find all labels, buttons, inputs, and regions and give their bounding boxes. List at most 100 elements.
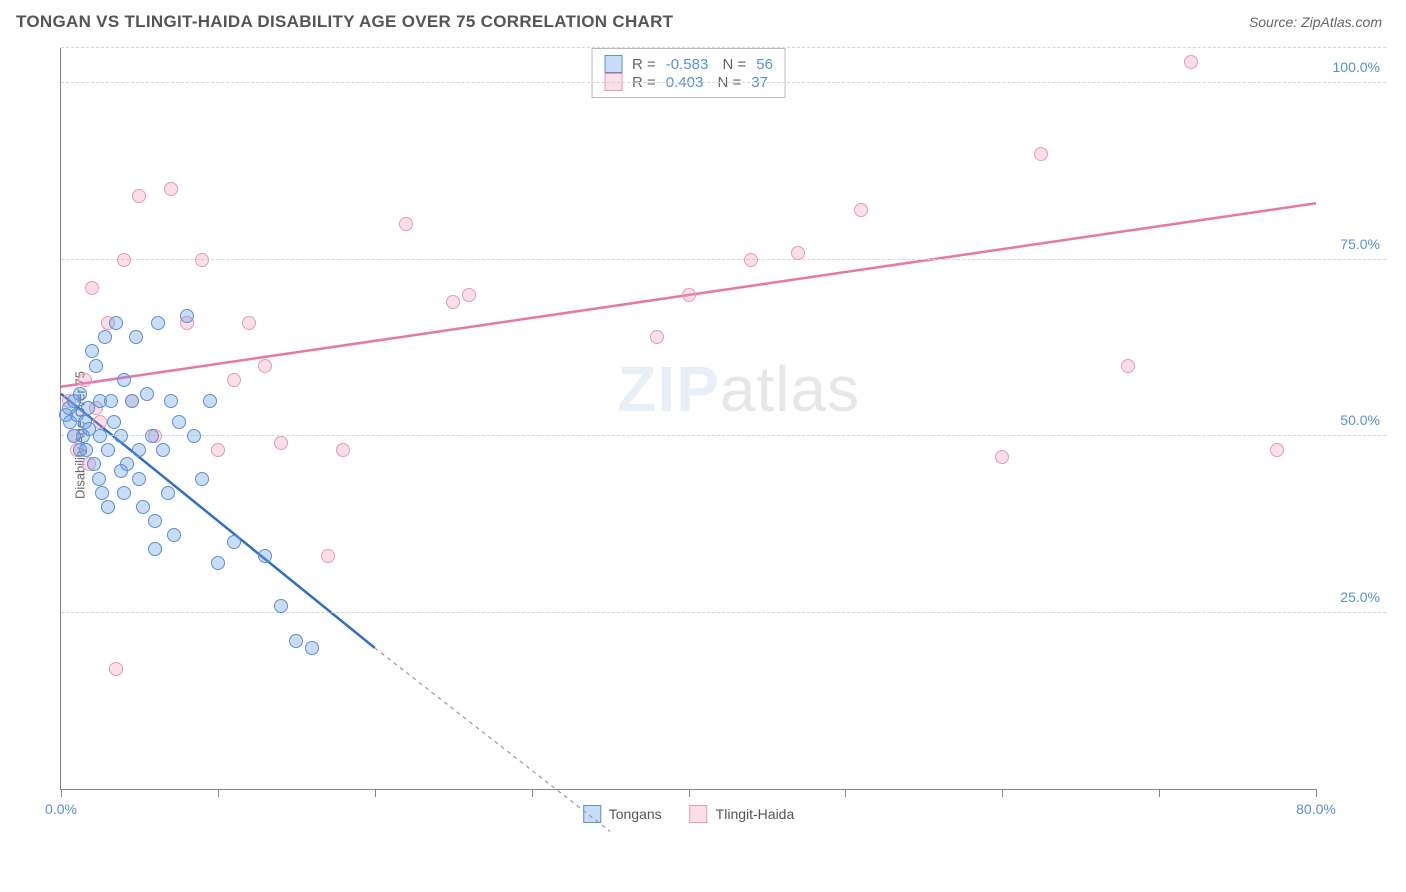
data-point bbox=[114, 429, 128, 443]
swatch-icon bbox=[690, 805, 708, 823]
data-point bbox=[117, 253, 131, 267]
data-point bbox=[161, 486, 175, 500]
data-point bbox=[93, 429, 107, 443]
x-tick bbox=[1316, 789, 1317, 797]
data-point bbox=[85, 281, 99, 295]
data-point bbox=[89, 359, 103, 373]
data-point bbox=[81, 401, 95, 415]
legend-item-tlingit: Tlingit-Haida bbox=[690, 805, 795, 823]
x-tick bbox=[689, 789, 690, 797]
trend-lines bbox=[61, 48, 1316, 789]
data-point bbox=[164, 394, 178, 408]
stat-label: N = bbox=[718, 56, 746, 73]
data-point bbox=[211, 443, 225, 457]
data-point bbox=[85, 344, 99, 358]
data-point bbox=[258, 359, 272, 373]
data-point bbox=[336, 443, 350, 457]
data-point bbox=[117, 373, 131, 387]
data-point bbox=[195, 253, 209, 267]
data-point bbox=[854, 203, 868, 217]
data-point bbox=[791, 246, 805, 260]
y-tick-label: 25.0% bbox=[1340, 589, 1380, 605]
data-point bbox=[164, 182, 178, 196]
data-point bbox=[258, 549, 272, 563]
data-point bbox=[67, 429, 81, 443]
data-point bbox=[101, 443, 115, 457]
data-point bbox=[132, 189, 146, 203]
y-tick-label: 75.0% bbox=[1340, 236, 1380, 252]
data-point bbox=[1184, 55, 1198, 69]
data-point bbox=[95, 486, 109, 500]
stat-n-value: 56 bbox=[756, 56, 773, 73]
data-point bbox=[98, 330, 112, 344]
data-point bbox=[399, 217, 413, 231]
gridline bbox=[61, 82, 1386, 83]
bottom-legend: Tongans Tlingit-Haida bbox=[583, 805, 795, 823]
data-point bbox=[744, 253, 758, 267]
data-point bbox=[195, 472, 209, 486]
data-point bbox=[129, 330, 143, 344]
y-tick-label: 50.0% bbox=[1340, 412, 1380, 428]
x-tick bbox=[532, 789, 533, 797]
data-point bbox=[289, 634, 303, 648]
legend-item-tongans: Tongans bbox=[583, 805, 662, 823]
data-point bbox=[446, 295, 460, 309]
x-tick bbox=[1002, 789, 1003, 797]
data-point bbox=[104, 394, 118, 408]
data-point bbox=[132, 472, 146, 486]
x-tick-label: 0.0% bbox=[45, 801, 77, 817]
data-point bbox=[242, 316, 256, 330]
x-tick bbox=[1159, 789, 1160, 797]
data-point bbox=[305, 641, 319, 655]
data-point bbox=[1270, 443, 1284, 457]
swatch-icon bbox=[583, 805, 601, 823]
data-point bbox=[203, 394, 217, 408]
data-point bbox=[167, 528, 181, 542]
gridline bbox=[61, 435, 1386, 436]
x-tick bbox=[218, 789, 219, 797]
data-point bbox=[148, 514, 162, 528]
source-label: Source: ZipAtlas.com bbox=[1249, 14, 1382, 30]
data-point bbox=[156, 443, 170, 457]
data-point bbox=[117, 486, 131, 500]
data-point bbox=[114, 464, 128, 478]
data-point bbox=[187, 429, 201, 443]
x-tick bbox=[61, 789, 62, 797]
legend-label: Tongans bbox=[609, 806, 662, 822]
stat-r-value: -0.583 bbox=[666, 56, 709, 73]
data-point bbox=[274, 436, 288, 450]
data-point bbox=[107, 415, 121, 429]
data-point bbox=[136, 500, 150, 514]
data-point bbox=[148, 542, 162, 556]
data-point bbox=[274, 599, 288, 613]
data-point bbox=[140, 387, 154, 401]
legend-label: Tlingit-Haida bbox=[716, 806, 795, 822]
data-point bbox=[211, 556, 225, 570]
gridline bbox=[61, 47, 1386, 48]
data-point bbox=[995, 450, 1009, 464]
data-point bbox=[125, 394, 139, 408]
stats-legend: R = -0.583 N = 56 R = 0.403 N = 37 bbox=[591, 48, 786, 98]
data-point bbox=[151, 316, 165, 330]
swatch-icon bbox=[604, 55, 622, 73]
data-point bbox=[1121, 359, 1135, 373]
stat-label: R = bbox=[632, 56, 656, 73]
chart-container: Disability Age Over 75 ZIPatlas R = -0.5… bbox=[48, 40, 1386, 830]
data-point bbox=[172, 415, 186, 429]
data-point bbox=[682, 288, 696, 302]
data-point bbox=[1034, 147, 1048, 161]
data-point bbox=[462, 288, 476, 302]
x-tick-label: 80.0% bbox=[1296, 801, 1336, 817]
data-point bbox=[109, 662, 123, 676]
x-tick bbox=[375, 789, 376, 797]
data-point bbox=[321, 549, 335, 563]
data-point bbox=[87, 457, 101, 471]
data-point bbox=[109, 316, 123, 330]
data-point bbox=[180, 309, 194, 323]
data-point bbox=[145, 429, 159, 443]
data-point bbox=[101, 500, 115, 514]
x-tick bbox=[845, 789, 846, 797]
data-point bbox=[78, 373, 92, 387]
chart-title: TONGAN VS TLINGIT-HAIDA DISABILITY AGE O… bbox=[16, 12, 673, 32]
gridline bbox=[61, 259, 1386, 260]
